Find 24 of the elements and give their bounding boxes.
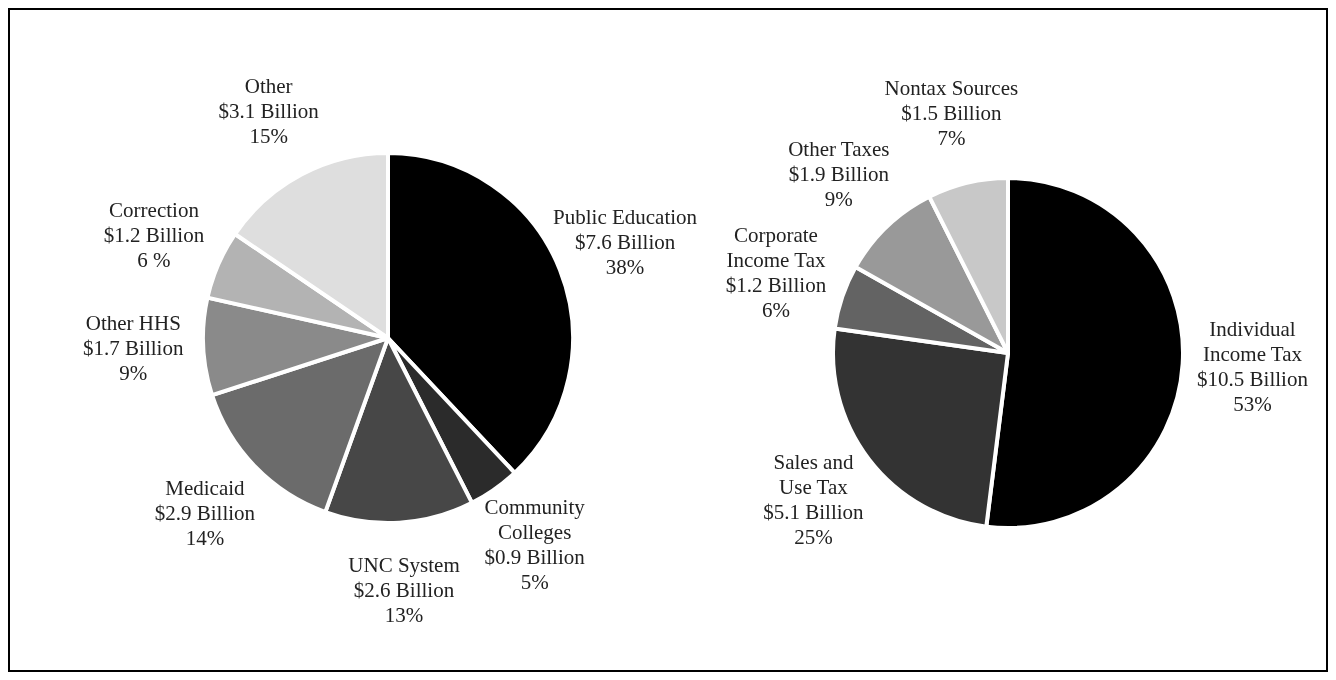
data-label: $0.9 Billion 5%	[484, 544, 586, 594]
slice-label: Public Education	[553, 204, 698, 229]
data-label: $1.5 Billion 7%	[901, 100, 1003, 150]
slice-label: Nontax Sources	[884, 75, 1019, 100]
data-label: $2.9 Billion 14%	[154, 501, 256, 551]
slice-label: Other Taxes	[788, 136, 890, 161]
data-label: $1.2 Billion 6%	[725, 272, 827, 322]
slice-label: Sales and Use Tax	[773, 450, 854, 500]
data-label: $5.1 Billion 25%	[763, 500, 865, 550]
slice-label: Individual Income Tax	[1203, 316, 1303, 366]
data-label: $1.2 Billion 6 %	[103, 222, 205, 272]
data-label: $10.5 Billion 53%	[1197, 366, 1309, 416]
data-label: $7.6 Billion 38%	[574, 229, 676, 279]
slice-label: Other	[244, 73, 293, 98]
data-label: $1.9 Billion 9%	[788, 161, 890, 211]
data-label: $2.6 Billion 13%	[353, 578, 455, 628]
slice-label: Medicaid	[165, 476, 246, 501]
data-label: $3.1 Billion 15%	[218, 98, 320, 148]
slice-label: Other HHS	[85, 310, 181, 335]
data-label: $1.7 Billion 9%	[83, 335, 184, 385]
slice-label: Community Colleges	[484, 494, 586, 544]
slice-label: UNC System	[348, 553, 460, 578]
slice-label: Corporate Income Tax	[726, 222, 826, 272]
slice-label: Correction	[109, 197, 200, 222]
